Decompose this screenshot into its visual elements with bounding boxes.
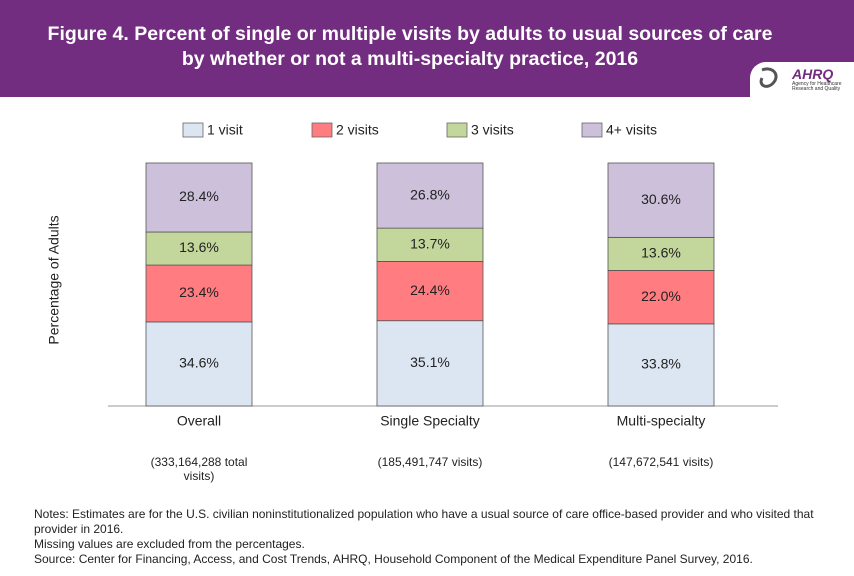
note: Source: Center for Financing, Access, an… [34,552,753,566]
bar-segment [607,270,715,325]
bar-segment [607,162,715,238]
value-label: 23.4% [179,284,219,300]
value-label: 26.8% [410,186,450,202]
legend-swatch [446,122,468,138]
category-note: (147,672,541 visits) [608,455,714,469]
value-label: 24.4% [410,282,450,298]
note: Missing values are excluded from the per… [34,537,305,551]
category-note: (185,491,747 visits) [377,455,483,469]
value-label: 22.0% [641,288,681,304]
logo-icon [759,67,778,88]
logo: AHRQ Agency for Healthcare Research and … [750,62,854,97]
header: Figure 4. Percent of single or multiple … [0,0,854,97]
category-note: (333,164,288 total visits) [150,455,248,483]
note: Notes: Estimates are for the U.S. civili… [34,507,814,536]
bar-segment [607,236,715,271]
legend-label: 3 visits [471,122,514,138]
value-label: 28.4% [179,188,219,204]
notes: Notes: Estimates are for the U.S. civili… [34,507,834,567]
y-axis-label: Percentage of Adults [46,215,62,344]
x-tick-label: Multi-specialty [617,413,706,429]
legend-label: 1 visit [207,122,243,138]
value-label: 13.7% [410,235,450,251]
chart: 1 visit 2 visits 3 visits 4+ visits Percenta… [46,122,778,429]
logo-name: AHRQ [792,66,834,82]
legend-swatch [311,122,333,138]
legend-swatch [182,122,204,138]
value-label: 34.6% [179,355,219,371]
chart-title: Figure 4. Percent of single or multiple … [47,23,773,70]
bar-segment [376,162,484,229]
bar-segment [376,261,484,322]
value-label: 33.8% [641,356,681,372]
x-tick-label: Single Specialty [380,413,480,429]
legend-swatch [581,122,603,138]
bar-segment [376,227,484,262]
legend-label: 4+ visits [606,122,657,138]
value-label: 30.6% [641,191,681,207]
logo-tagline: Agency for Healthcare Research and Quali… [792,81,842,92]
value-label: 13.6% [179,239,219,255]
bar-segment [607,323,715,407]
bar-segment [376,320,484,407]
x-tick-label: Overall [177,413,221,429]
value-label: 35.1% [410,354,450,370]
value-label: 13.6% [641,245,681,261]
legend-label: 2 visits [336,122,379,138]
bar-segment [145,162,253,233]
